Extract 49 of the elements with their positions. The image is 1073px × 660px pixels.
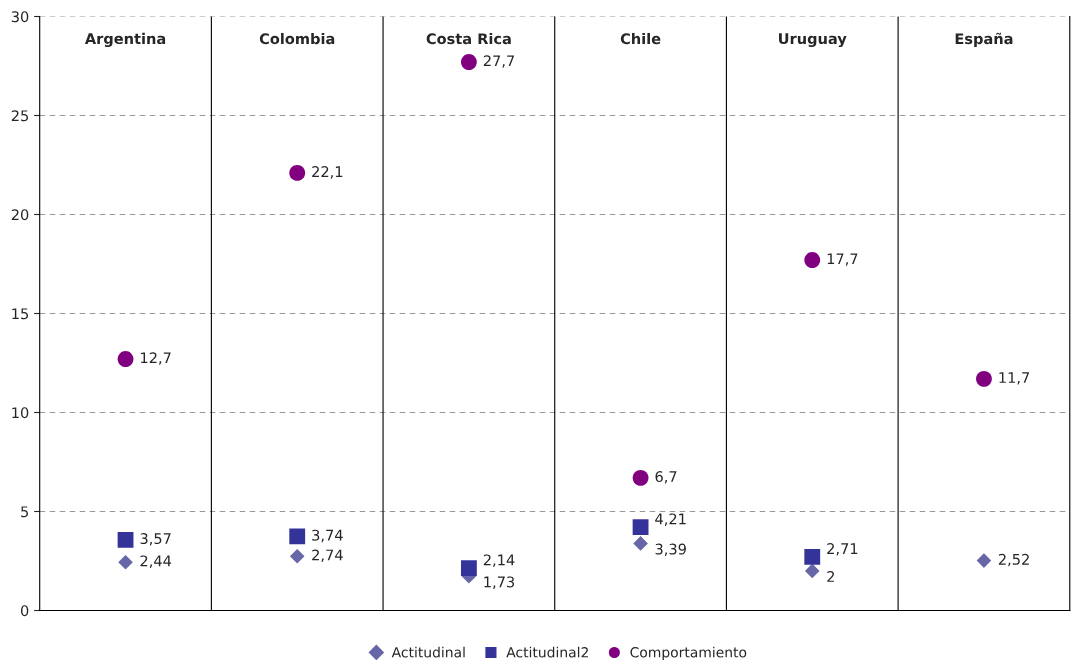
data-label: 2,71 xyxy=(827,543,858,556)
point xyxy=(118,554,133,570)
y-tick-label: 25 xyxy=(11,110,29,122)
point xyxy=(632,469,649,486)
point xyxy=(804,563,820,579)
y-tick-label: 30 xyxy=(11,11,29,23)
point xyxy=(289,165,306,181)
y-tick-label: 10 xyxy=(12,407,29,419)
data-label: 22,1 xyxy=(312,166,343,179)
y-tick-label: 5 xyxy=(21,506,29,518)
y-tick-label: 20 xyxy=(11,209,29,221)
data-label: 12,7 xyxy=(141,352,171,365)
data-label: 6,7 xyxy=(655,471,677,484)
data-label: 17,7 xyxy=(827,253,858,266)
point xyxy=(976,553,992,568)
point xyxy=(460,54,477,70)
legend-label: Comportamiento xyxy=(630,646,747,660)
data-label: 3,74 xyxy=(312,529,343,543)
legend-label: Actitudinal xyxy=(391,646,465,658)
data-label: 2,52 xyxy=(998,553,1029,567)
data-label: 2 xyxy=(827,571,834,582)
point xyxy=(804,252,821,268)
x-tick-label: Argentina xyxy=(84,32,166,48)
data-label: 2,74 xyxy=(312,549,343,562)
x-tick-label: Chile xyxy=(620,32,661,45)
point xyxy=(633,536,648,551)
x-tick-label: Costa Rica xyxy=(426,32,511,45)
legend-label: Actitudinal2 xyxy=(506,646,588,658)
data-label: 3,57 xyxy=(140,533,171,546)
point xyxy=(289,528,306,545)
point xyxy=(117,351,134,367)
x-tick-label: España xyxy=(955,32,1013,48)
data-label: 3,39 xyxy=(655,543,686,557)
x-tick-label: Uruguay xyxy=(779,33,847,48)
x-tick-label: Colombia xyxy=(259,32,335,45)
point xyxy=(117,531,134,548)
y-tick-label: 0 xyxy=(20,605,29,617)
point xyxy=(976,370,992,387)
point xyxy=(804,548,821,565)
point xyxy=(460,560,477,577)
data-label: 2,14 xyxy=(483,554,515,567)
y-tick-label: 15 xyxy=(12,308,29,320)
data-label: 4,21 xyxy=(655,513,686,526)
data-label: 1,73 xyxy=(484,576,515,589)
data-label: 11,7 xyxy=(999,372,1030,385)
point xyxy=(632,519,649,536)
data-label: 2,44 xyxy=(140,555,172,568)
data-label: 27,7 xyxy=(483,55,515,68)
point xyxy=(289,548,305,564)
